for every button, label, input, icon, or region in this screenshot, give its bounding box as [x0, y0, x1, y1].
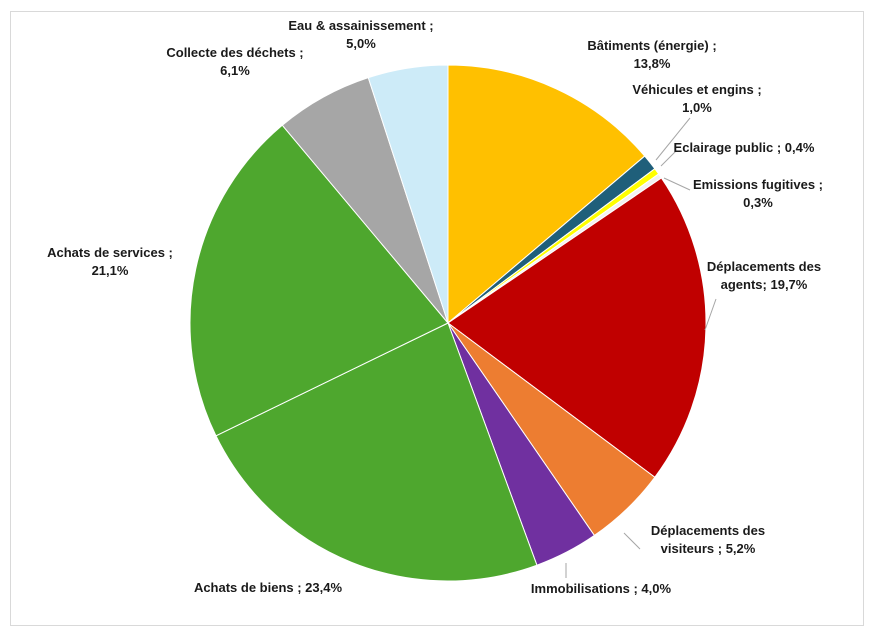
data-label-line: 21,1%: [92, 263, 129, 278]
data-label-8: Achats de biens ; 23,4%: [194, 580, 343, 595]
pie-slice-11: [367, 64, 449, 324]
data-label-line: Achats de biens ; 23,4%: [194, 580, 343, 595]
data-label-line: Eau & assainissement ;: [288, 18, 433, 33]
pie-slices: [189, 64, 707, 582]
data-label-10: Collecte des déchets ; 6,1%: [166, 45, 303, 78]
data-label-line: 0,3%: [743, 195, 773, 210]
leader-line-3: [660, 150, 677, 167]
data-label-line: Eclairage public ; 0,4%: [674, 140, 815, 155]
data-label-line: Véhicules et engins ;: [632, 82, 761, 97]
data-label-line: 13,8%: [634, 56, 671, 71]
leader-line-5: [704, 298, 717, 331]
data-label-11: Eau & assainissement ; 5,0%: [288, 18, 433, 51]
data-label-line: Déplacements des: [707, 259, 821, 274]
data-label-2: Véhicules et engins ; 1,0%: [632, 82, 761, 115]
data-label-7: Immobilisations ; 4,0%: [531, 581, 672, 596]
leader-lines: [565, 117, 717, 578]
data-label-4: Emissions fugitives ; 0,3%: [693, 177, 823, 210]
data-label-5: Déplacements des agents; 19,7%: [707, 259, 821, 292]
data-label-line: visiteurs ; 5,2%: [661, 541, 756, 556]
data-label-line: Emissions fugitives ;: [693, 177, 823, 192]
data-label-line: Immobilisations ; 4,0%: [531, 581, 672, 596]
leader-line-6: [623, 532, 641, 550]
data-label-line: 6,1%: [220, 63, 250, 78]
data-label-line: Déplacements des: [651, 523, 765, 538]
data-label-9: Achats de services ; 21,1%: [47, 245, 173, 278]
leader-line-4: [663, 177, 691, 191]
leader-line-2: [655, 117, 691, 161]
pie-slice-1: [447, 64, 646, 325]
data-label-3: Eclairage public ; 0,4%: [674, 140, 815, 155]
data-label-line: Achats de services ;: [47, 245, 173, 260]
data-label-line: 1,0%: [682, 100, 712, 115]
data-label-6: Déplacements des visiteurs ; 5,2%: [651, 523, 765, 556]
pie-slice-9: [189, 124, 449, 437]
pie-slice-8: [215, 322, 538, 582]
data-label-line: 5,0%: [346, 36, 376, 51]
data-labels: Bâtiments (énergie) ; 13,8% Véhicules et e…: [47, 18, 823, 596]
data-label-line: Collecte des déchets ;: [166, 45, 303, 60]
data-label-line: agents; 19,7%: [721, 277, 808, 292]
data-label-1: Bâtiments (énergie) ; 13,8%: [587, 38, 716, 71]
data-label-line: Bâtiments (énergie) ;: [587, 38, 716, 53]
